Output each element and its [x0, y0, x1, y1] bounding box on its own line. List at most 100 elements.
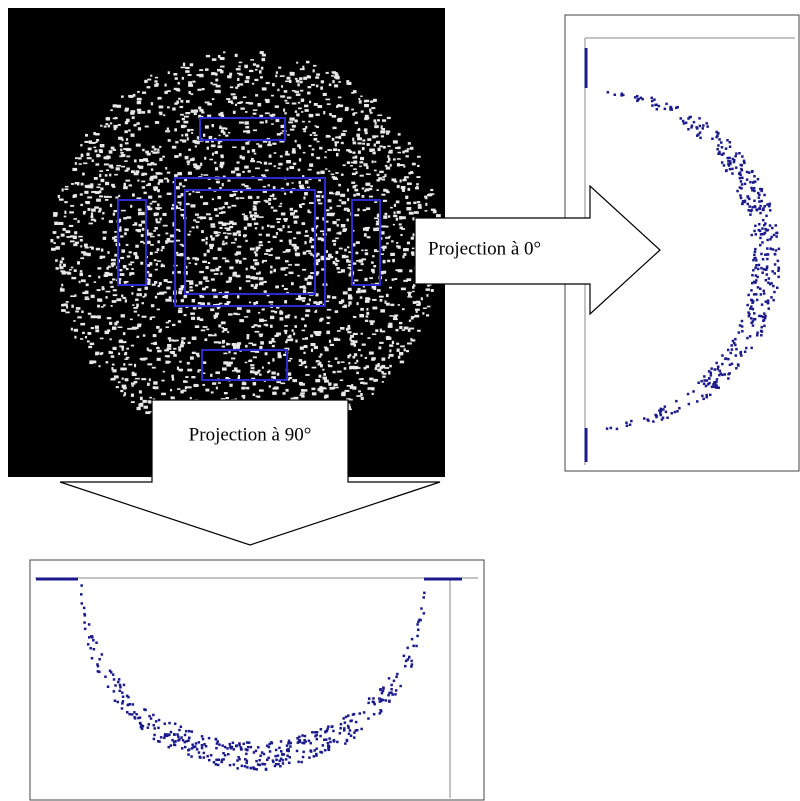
noise-speck [176, 253, 180, 257]
noise-speck [329, 206, 333, 210]
profile-dot [660, 418, 664, 421]
profile-dot [721, 362, 724, 366]
noise-speck [353, 168, 357, 170]
noise-speck [215, 386, 218, 390]
noise-speck [256, 64, 260, 68]
noise-speck [102, 211, 105, 215]
noise-speck [381, 371, 384, 374]
noise-speck [271, 337, 275, 342]
noise-speck [152, 163, 157, 166]
noise-speck [244, 121, 249, 125]
profile-dot [172, 743, 176, 746]
noise-speck [155, 221, 161, 224]
noise-speck [285, 388, 289, 392]
profile-dot [699, 136, 702, 140]
noise-speck [73, 320, 76, 322]
noise-speck [294, 77, 298, 80]
profile-dot [662, 408, 665, 411]
noise-speck [228, 132, 231, 134]
noise-speck [305, 230, 308, 233]
noise-speck [185, 376, 189, 379]
noise-speck [347, 246, 350, 249]
noise-speck [157, 285, 160, 288]
profile-dot [387, 693, 390, 697]
noise-speck [95, 329, 100, 333]
noise-speck [308, 113, 314, 118]
noise-speck [145, 150, 150, 154]
noise-speck [153, 148, 157, 151]
noise-speck [248, 342, 254, 345]
noise-speck [150, 244, 154, 246]
noise-speck [214, 137, 217, 140]
noise-speck [183, 380, 188, 383]
noise-speck [91, 190, 97, 194]
profile-dot [679, 117, 682, 120]
noise-speck [87, 340, 90, 343]
noise-speck [324, 209, 330, 212]
noise-speck [141, 378, 147, 381]
noise-speck [93, 219, 97, 222]
noise-speck [197, 370, 200, 373]
noise-speck [123, 217, 127, 220]
profile-dot [696, 127, 699, 130]
noise-speck [286, 182, 289, 186]
noise-speck [133, 307, 138, 309]
noise-speck [178, 307, 183, 310]
profile-dot [654, 103, 657, 107]
profile-dot [760, 252, 763, 256]
profile-dot [173, 733, 176, 736]
profile-dot [751, 307, 755, 311]
noise-speck [406, 201, 411, 205]
profile-dot [639, 96, 643, 100]
profile-dot [716, 147, 719, 151]
profile-dot [109, 671, 113, 674]
noise-speck [404, 248, 409, 252]
noise-speck [262, 259, 268, 262]
noise-speck [77, 182, 80, 186]
noise-speck [340, 269, 345, 273]
profile-dot [117, 680, 120, 684]
noise-speck [285, 150, 289, 155]
profile-dot [372, 713, 376, 716]
noise-speck [225, 280, 230, 283]
profile-dot [200, 746, 204, 750]
noise-speck [212, 83, 218, 86]
noise-speck [187, 74, 192, 76]
profile-dot [724, 147, 728, 150]
noise-speck [379, 328, 382, 333]
noise-speck [224, 201, 229, 205]
noise-speck [80, 144, 83, 147]
noise-speck [332, 239, 337, 243]
noise-speck [162, 155, 165, 158]
profile-dot [733, 159, 736, 162]
noise-speck [199, 109, 204, 112]
profile-dot [702, 124, 705, 127]
noise-speck [239, 155, 243, 159]
profile-dot [194, 742, 198, 745]
noise-speck [136, 406, 141, 411]
noise-speck [270, 247, 273, 251]
noise-speck [224, 227, 227, 230]
profile-dot [764, 300, 768, 303]
noise-speck [85, 283, 89, 287]
profile-dot [258, 763, 261, 767]
noise-speck [221, 327, 224, 329]
profile-dot [394, 693, 397, 696]
noise-speck [133, 252, 138, 256]
profile-dot [127, 695, 130, 699]
noise-speck [417, 203, 422, 207]
noise-speck [125, 268, 129, 271]
profile-dot [281, 762, 285, 765]
noise-speck [409, 172, 414, 174]
noise-speck [219, 161, 225, 165]
noise-speck [352, 243, 356, 247]
noise-speck [165, 326, 169, 329]
noise-speck [59, 198, 64, 201]
noise-speck [371, 261, 374, 264]
noise-speck [153, 259, 157, 262]
noise-speck [391, 278, 395, 281]
profile-dot [406, 646, 409, 650]
noise-speck [313, 262, 319, 266]
noise-speck [282, 225, 285, 229]
